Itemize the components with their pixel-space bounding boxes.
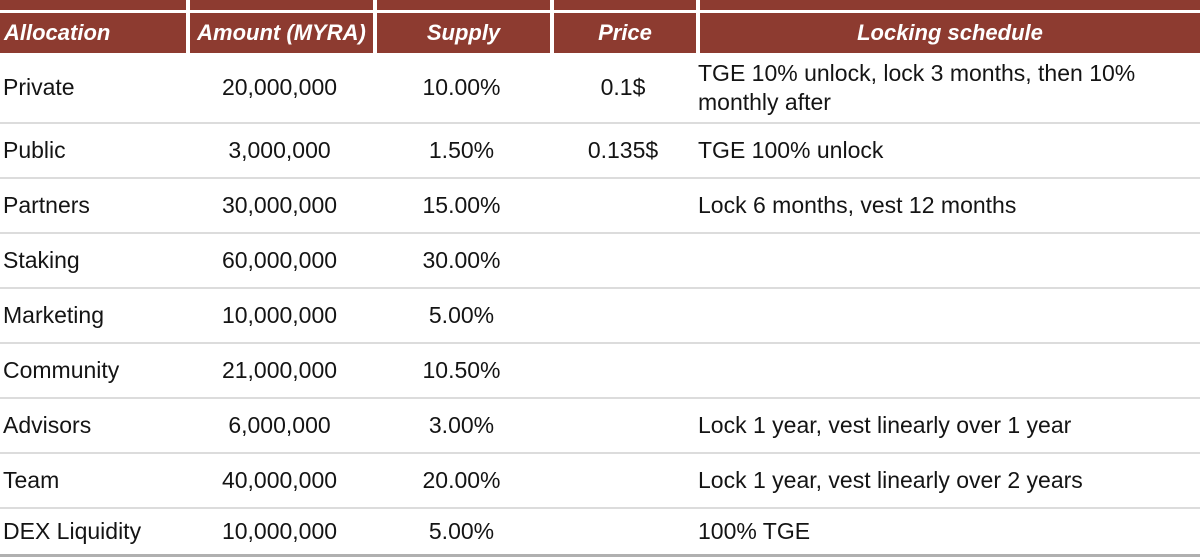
table-header-row: Allocation Amount (MYRA) Supply Price Lo… [0,0,1200,53]
cell-allocation: Private [3,74,75,101]
cell-allocation: Staking [3,247,80,274]
cell-supply: 30.00% [422,247,501,274]
cell-supply: 10.00% [422,74,501,101]
cell-locking-schedule: TGE 10% unlock, lock 3 months, then 10% … [698,60,1136,115]
header-cell-locking-schedule: Locking schedule [696,0,1200,53]
cell-amount: 30,000,000 [221,192,338,219]
table-row-public: Public 3,000,000 1.50% 0.135$ TGE 100% u… [0,122,1200,177]
cell-allocation: Public [3,137,66,164]
table-row-staking: Staking 60,000,000 30.00% [0,232,1200,287]
table-row-community: Community 21,000,000 10.50% [0,342,1200,397]
cell-locking-schedule [696,289,1200,342]
cell-amount: 21,000,000 [221,357,338,384]
cell-price: 0.135$ [587,137,659,164]
cell-amount: 40,000,000 [221,467,338,494]
cell-amount: 60,000,000 [221,247,338,274]
cell-price [550,509,696,554]
cell-locking-schedule [696,344,1200,397]
cell-price [550,234,696,287]
header-cell-allocation: Allocation [0,0,186,53]
cell-supply: 3.00% [428,412,495,439]
cell-price [550,289,696,342]
cell-price [550,399,696,452]
cell-allocation: Team [3,467,60,494]
table-row-advisors: Advisors 6,000,000 3.00% Lock 1 year, ve… [0,397,1200,452]
cell-amount: 6,000,000 [228,412,331,439]
cell-locking-schedule: Lock 6 months, vest 12 months [698,192,1017,219]
cell-supply: 20.00% [422,467,501,494]
cell-supply: 15.00% [422,192,501,219]
table-row-marketing: Marketing 10,000,000 5.00% [0,287,1200,342]
table-row-dex-liquidity: DEX Liquidity 10,000,000 5.00% 100% TGE [0,507,1200,554]
cell-allocation: Marketing [3,302,104,329]
table-row-team: Team 40,000,000 20.00% Lock 1 year, vest… [0,452,1200,507]
cell-allocation: Partners [3,192,90,219]
cell-allocation: Community [3,357,120,384]
cell-price [550,179,696,232]
header-cell-supply: Supply [373,0,550,53]
cell-price [550,344,696,397]
cell-price: 0.1$ [600,74,646,101]
header-cell-price: Price [550,0,696,53]
cell-allocation: DEX Liquidity [3,518,142,545]
cell-amount: 3,000,000 [228,137,331,164]
cell-locking-schedule: Lock 1 year, vest linearly over 2 years [698,467,1083,494]
cell-allocation: Advisors [3,412,92,439]
table-row-partners: Partners 30,000,000 15.00% Lock 6 months… [0,177,1200,232]
cell-supply: 5.00% [428,302,495,329]
cell-supply: 10.50% [422,357,501,384]
cell-supply: 1.50% [428,137,495,164]
cell-supply: 5.00% [428,518,495,545]
cell-locking-schedule: 100% TGE [698,518,811,545]
cell-locking-schedule [696,234,1200,287]
cell-amount: 10,000,000 [221,518,338,545]
cell-price [550,454,696,507]
cell-locking-schedule: TGE 100% unlock [698,137,884,164]
table-row-private: Private 20,000,000 10.00% 0.1$ TGE 10% u… [0,53,1200,122]
cell-locking-schedule: Lock 1 year, vest linearly over 1 year [698,412,1072,439]
header-cell-amount: Amount (MYRA) [186,0,373,53]
cell-amount: 10,000,000 [221,302,338,329]
cell-amount: 20,000,000 [221,74,338,101]
